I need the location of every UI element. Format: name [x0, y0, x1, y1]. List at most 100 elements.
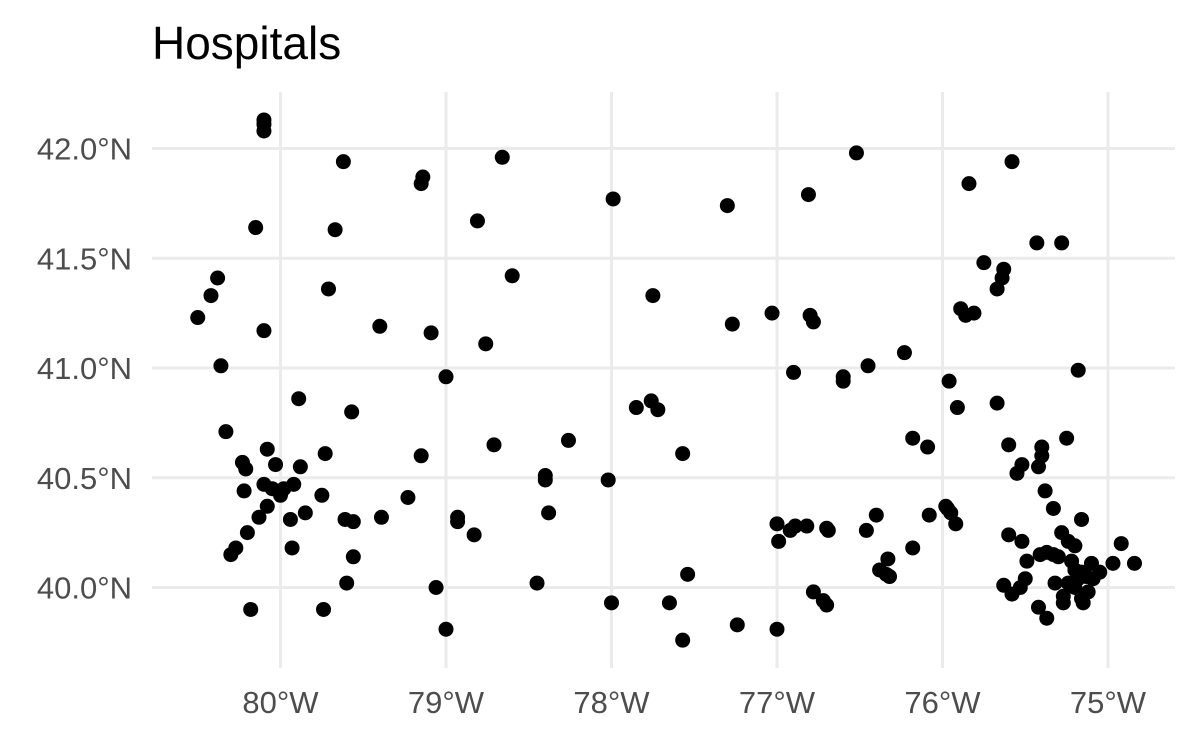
- hospital-point: [605, 191, 621, 207]
- y-tick-label: 40.5°N: [37, 461, 132, 496]
- hospital-point: [486, 437, 502, 453]
- hospital-point: [896, 345, 912, 361]
- hospital-point: [771, 533, 787, 549]
- hospital-point: [1050, 549, 1066, 565]
- x-tick-label: 77°W: [739, 685, 816, 720]
- hospital-point: [1055, 588, 1071, 604]
- hospital-point: [400, 490, 416, 506]
- hospital-point: [256, 123, 272, 139]
- hospital-point: [868, 507, 884, 523]
- hospital-point: [438, 369, 454, 385]
- hospital-point: [210, 270, 226, 286]
- hospital-point: [820, 522, 836, 538]
- hospital-point: [372, 318, 388, 334]
- hospital-point: [291, 391, 307, 407]
- hospital-point: [1004, 154, 1020, 170]
- hospital-point: [860, 358, 876, 374]
- hospital-point: [769, 516, 785, 532]
- hospital-point: [1113, 536, 1129, 552]
- hospital-point: [494, 149, 510, 165]
- hospital-point: [1009, 465, 1025, 481]
- hospital-point: [769, 621, 785, 637]
- hospital-point: [966, 305, 982, 321]
- hospital-point: [948, 516, 964, 532]
- hospital-point: [1047, 575, 1063, 591]
- hospital-point: [259, 441, 275, 457]
- x-tick-label: 75°W: [1070, 685, 1147, 720]
- hospital-point: [466, 527, 482, 543]
- hospital-point: [989, 281, 1005, 297]
- x-tick-label: 80°W: [242, 685, 319, 720]
- hospital-point: [1060, 533, 1076, 549]
- hospital-point: [243, 601, 259, 617]
- x-tick-label: 76°W: [904, 685, 981, 720]
- hospital-point: [1070, 362, 1086, 378]
- hospital-point: [1126, 555, 1142, 571]
- hospital-point: [190, 310, 206, 326]
- hospital-point: [537, 472, 553, 488]
- hospital-point: [961, 176, 977, 192]
- hospital-point: [1059, 430, 1075, 446]
- hospital-point: [805, 314, 821, 330]
- hospital-point: [1074, 511, 1090, 527]
- hospital-point: [423, 325, 439, 341]
- hospital-point: [650, 402, 666, 418]
- hospital-point: [238, 461, 254, 477]
- hospital-point: [1060, 575, 1076, 591]
- hospital-point: [239, 525, 255, 541]
- hospital-point: [787, 518, 803, 534]
- hospital-point: [819, 597, 835, 613]
- hospital-point: [344, 404, 360, 420]
- hospital-point: [600, 472, 616, 488]
- hospital-point: [213, 358, 229, 374]
- hospital-point: [317, 446, 333, 462]
- hospital-point: [729, 617, 745, 633]
- hospital-point: [989, 395, 1005, 411]
- hospital-point: [905, 540, 921, 556]
- hospital-point: [764, 305, 780, 321]
- hospital-point: [921, 507, 937, 523]
- hospital-point: [848, 145, 864, 161]
- hospital-point: [976, 255, 992, 271]
- hospital-point: [1045, 500, 1061, 516]
- y-tick-label: 40.0°N: [37, 571, 132, 606]
- y-tick-label: 42.0°N: [37, 132, 132, 167]
- latitude-gridlines: [152, 147, 1175, 589]
- latitude-tick-labels: 40.0°N 40.5°N 41.0°N 41.5°N 42.0°N: [37, 132, 132, 606]
- hospital-point: [251, 509, 267, 525]
- hospital-point: [799, 518, 815, 534]
- hospital-point: [1004, 586, 1020, 602]
- hospital-point: [282, 511, 298, 527]
- hospital-point: [1019, 553, 1035, 569]
- hospital-point: [345, 514, 361, 530]
- hospital-point: [314, 487, 330, 503]
- hospital-point: [805, 584, 821, 600]
- hospital-point: [438, 621, 454, 637]
- y-tick-label: 41.0°N: [37, 351, 132, 386]
- hospital-point: [905, 430, 921, 446]
- hospital-point: [661, 595, 677, 611]
- longitude-gridlines: [279, 92, 1110, 668]
- hospital-point: [292, 459, 308, 475]
- hospital-point: [259, 498, 275, 514]
- hospital-point: [236, 483, 252, 499]
- x-tick-label: 78°W: [573, 685, 650, 720]
- hospital-point: [339, 575, 355, 591]
- hospital-point: [248, 220, 264, 236]
- hospital-point: [1054, 235, 1070, 251]
- y-tick-label: 41.5°N: [37, 241, 132, 276]
- chart-title: Hospitals: [152, 17, 341, 69]
- hospital-point: [1001, 527, 1017, 543]
- hospital-point: [1030, 599, 1046, 615]
- hospital-point: [920, 439, 936, 455]
- hospital-point: [541, 505, 557, 521]
- hospital-point: [786, 364, 802, 380]
- hospital-point: [882, 569, 898, 585]
- hospital-point: [1030, 459, 1046, 475]
- hospital-point: [469, 213, 485, 229]
- hospital-point: [1029, 235, 1045, 251]
- hospital-point: [628, 400, 644, 416]
- hospital-point: [320, 281, 336, 297]
- hospital-point: [880, 551, 896, 567]
